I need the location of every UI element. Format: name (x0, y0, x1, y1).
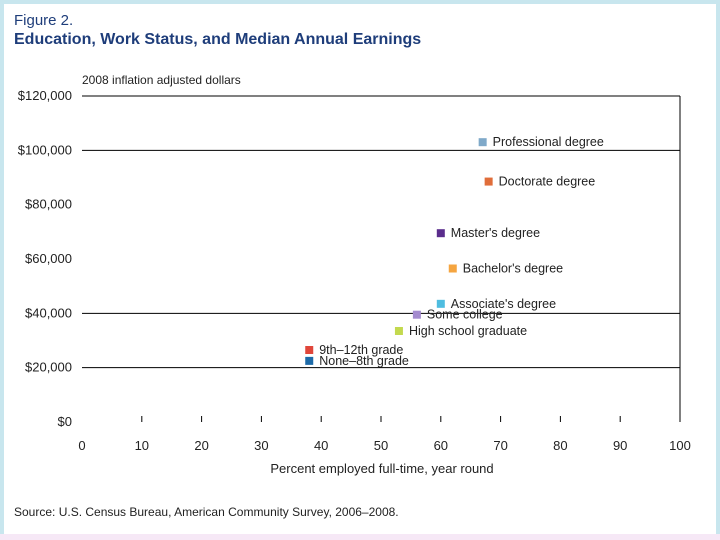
data-point-label: None–8th grade (319, 354, 409, 368)
data-point-label: Master's degree (451, 226, 540, 240)
x-axis-ticks: 0 10 20 30 40 50 60 70 80 90 100 (78, 416, 691, 453)
x-tick-label: 100 (669, 438, 691, 453)
data-point-label: 9th–12th grade (319, 343, 403, 357)
data-point-label: Professional degree (493, 135, 604, 149)
figure-label: Figure 2. (14, 12, 74, 29)
y-axis-label: 2008 inflation adjusted dollars (82, 73, 241, 87)
x-tick-label: 40 (314, 438, 328, 453)
y-tick-label: $40,000 (25, 305, 72, 320)
data-point (305, 356, 314, 365)
data-point (448, 264, 457, 273)
gridlines (82, 95, 681, 422)
x-axis-label: Percent employed full-time, year round (270, 461, 493, 476)
data-point-label: Associate's degree (451, 297, 556, 311)
x-tick-label: 30 (254, 438, 268, 453)
data-point-label: Some college (427, 308, 503, 322)
data-point (436, 299, 445, 308)
y-axis-ticks: $0 $20,000 $40,000 $60,000 $80,000 $100,000 $1… (18, 88, 72, 429)
x-tick-label: 60 (434, 438, 448, 453)
data-point-label: Bachelor's degree (463, 262, 563, 276)
data-point-label: High school graduate (409, 324, 527, 338)
source-note: Source: U.S. Census Bureau, American Com… (14, 505, 399, 519)
x-tick-label: 50 (374, 438, 388, 453)
data-point (394, 326, 403, 335)
x-tick-label: 0 (78, 438, 85, 453)
data-point (436, 229, 445, 238)
data-points: Professional degree Doctorate degree Maste… (305, 135, 604, 368)
y-tick-label: $60,000 (25, 251, 72, 266)
y-tick-label: $80,000 (25, 197, 72, 212)
x-tick-label: 70 (493, 438, 507, 453)
figure-title: Education, Work Status, and Median Annua… (14, 31, 422, 48)
x-tick-label: 90 (613, 438, 627, 453)
x-tick-label: 80 (553, 438, 567, 453)
data-point (412, 310, 421, 319)
y-tick-label: $120,000 (18, 88, 72, 103)
y-tick-label: $20,000 (25, 360, 72, 375)
x-tick-label: 20 (194, 438, 208, 453)
x-tick-label: 10 (135, 438, 149, 453)
y-tick-label: $0 (58, 414, 72, 429)
chart-panel (4, 4, 716, 534)
y-tick-label: $100,000 (18, 142, 72, 157)
data-point (305, 346, 314, 355)
data-point (484, 177, 493, 186)
data-point-label: Doctorate degree (499, 175, 596, 189)
bottom-border-strip (0, 534, 720, 540)
data-point (478, 138, 487, 147)
